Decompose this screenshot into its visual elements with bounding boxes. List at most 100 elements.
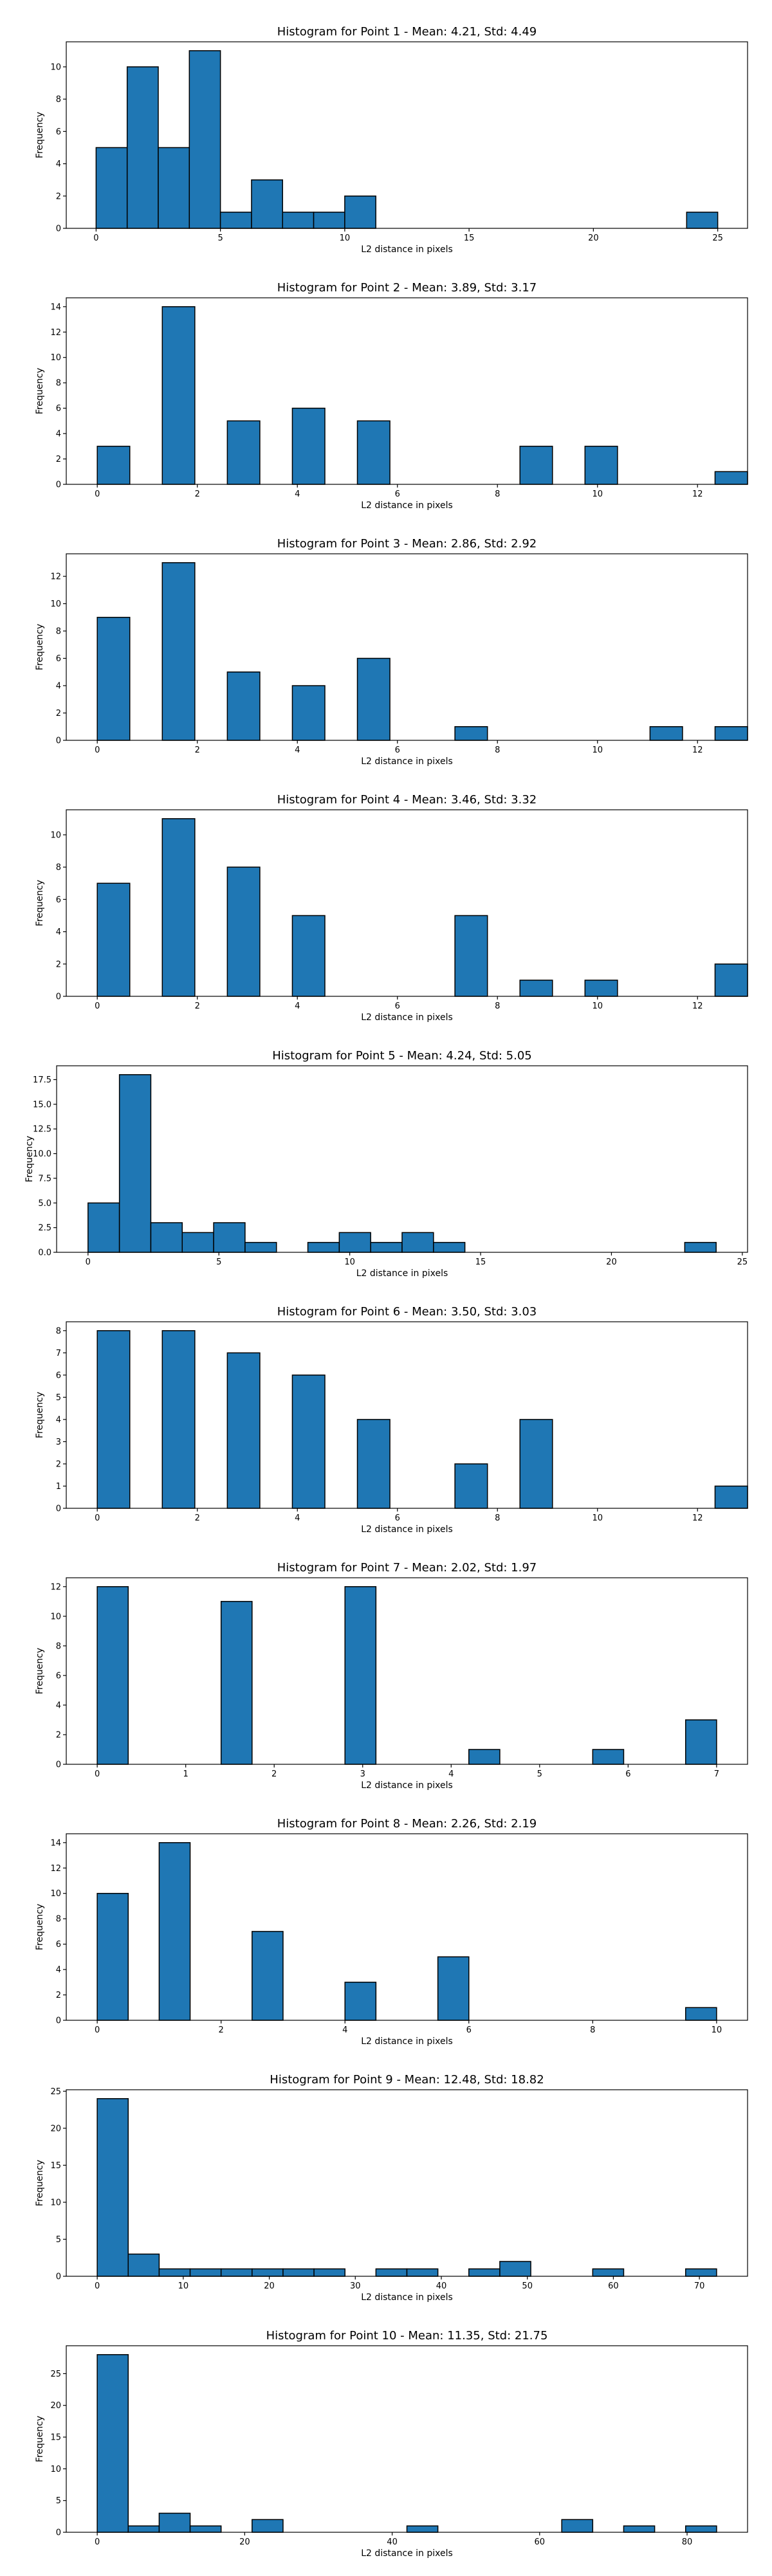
- histogram-bar: [158, 2268, 191, 2277]
- y-tick-label: 10: [50, 353, 61, 363]
- x-tick-label: 50: [522, 2281, 533, 2291]
- x-tick-label: 4: [448, 1769, 454, 1779]
- histogram-bar: [468, 1749, 501, 1765]
- x-axis-label: L2 distance in pixels: [361, 1780, 453, 1791]
- x-tick-label: 15: [464, 233, 475, 243]
- y-tick-label: 14: [50, 302, 61, 312]
- histogram-bar: [344, 1586, 377, 1765]
- histogram-bar: [189, 2525, 222, 2533]
- x-tick-label: 2: [271, 1769, 277, 1779]
- histogram-panel-7: Histogram for Point 7 - Mean: 2.02, Std:…: [35, 1561, 748, 1791]
- x-tick-label: 2: [219, 2025, 224, 2035]
- histogram-bar: [150, 1222, 183, 1253]
- histogram-bar: [252, 2268, 284, 2277]
- axes-frame: [66, 553, 748, 741]
- x-tick-label: 2: [195, 489, 200, 499]
- y-axis-label: Frequency: [35, 2160, 45, 2206]
- y-tick-label: 2: [56, 192, 61, 201]
- y-tick-label: 14: [50, 1838, 61, 1848]
- histogram-bar: [291, 915, 326, 997]
- histogram-title: Histogram for Point 4 - Mean: 3.46, Std:…: [277, 793, 537, 807]
- histogram-bar: [685, 2007, 717, 2021]
- histogram-bar: [158, 147, 190, 229]
- x-tick-label: 0: [95, 1001, 100, 1011]
- y-tick-label: 17.5: [33, 1075, 51, 1085]
- histogram-title: Histogram for Point 2 - Mean: 3.89, Std:…: [277, 281, 537, 295]
- y-tick-label: 6: [56, 127, 61, 137]
- histogram-bar: [161, 562, 196, 741]
- histogram-bar: [282, 212, 315, 229]
- y-tick-label: 1: [56, 1482, 61, 1492]
- x-tick-label: 60: [535, 2537, 546, 2547]
- histogram-bar: [344, 196, 376, 229]
- y-tick-label: 4: [56, 682, 61, 691]
- axes-frame: [66, 2089, 748, 2277]
- x-tick-label: 30: [350, 2281, 361, 2291]
- x-tick-label: 8: [495, 1001, 500, 1011]
- x-tick-label: 2: [195, 745, 200, 755]
- x-tick-label: 0: [93, 233, 98, 243]
- y-tick-label: 6: [56, 1671, 61, 1681]
- x-tick-label: 0: [95, 2281, 100, 2291]
- y-tick-label: 0.0: [38, 1248, 51, 1258]
- y-axis-label: Frequency: [35, 368, 45, 414]
- x-tick-label: 10: [592, 1513, 603, 1523]
- histogram-bar: [584, 446, 618, 485]
- histogram-bar: [220, 2268, 253, 2277]
- y-tick-label: 0: [56, 2016, 61, 2026]
- histogram-bar: [454, 1463, 488, 1509]
- histogram-bar: [158, 2512, 191, 2533]
- histogram-bar: [433, 1241, 466, 1253]
- y-tick-label: 4: [56, 1701, 61, 1710]
- y-tick-label: 12.5: [33, 1125, 51, 1135]
- x-tick-label: 5: [217, 233, 223, 243]
- x-tick-label: 0: [95, 2537, 100, 2547]
- histogram-title: Histogram for Point 8 - Mean: 2.26, Std:…: [277, 1817, 537, 1831]
- x-tick-label: 10: [344, 1257, 355, 1267]
- y-tick-label: 8: [56, 863, 61, 873]
- histogram-title: Histogram for Point 9 - Mean: 12.48, Std…: [270, 2073, 544, 2087]
- axes-frame: [66, 41, 748, 229]
- histogram-bar: [684, 1241, 717, 1253]
- y-tick-label: 8: [56, 95, 61, 105]
- histogram-bar: [454, 915, 488, 997]
- y-tick-label: 5: [56, 2496, 61, 2506]
- y-tick-label: 15: [50, 2161, 61, 2171]
- x-tick-label: 8: [495, 745, 500, 755]
- y-tick-label: 20: [50, 2124, 61, 2133]
- x-axis-label: L2 distance in pixels: [361, 244, 453, 255]
- histogram-title: Histogram for Point 6 - Mean: 3.50, Std:…: [277, 1305, 537, 1319]
- histogram-panel-9: Histogram for Point 9 - Mean: 12.48, Std…: [35, 2073, 748, 2303]
- y-tick-label: 25: [50, 2087, 61, 2097]
- histogram-bar: [244, 1241, 277, 1253]
- x-tick-label: 4: [342, 2025, 347, 2035]
- y-tick-label: 7: [56, 1349, 61, 1358]
- histogram-title: Histogram for Point 1 - Mean: 4.21, Std:…: [277, 25, 537, 39]
- y-tick-label: 12: [50, 328, 61, 338]
- x-tick-label: 6: [395, 489, 400, 499]
- y-axis-label: Frequency: [35, 1904, 45, 1950]
- x-tick-label: 40: [436, 2281, 447, 2291]
- y-tick-label: 0: [56, 2528, 61, 2538]
- histogram-bar: [226, 671, 261, 741]
- histogram-panel-5: Histogram for Point 5 - Mean: 4.24, Std:…: [24, 1049, 748, 1279]
- y-tick-label: 12: [50, 1864, 61, 1874]
- y-tick-label: 6: [56, 1371, 61, 1380]
- x-tick-label: 10: [592, 1001, 603, 1011]
- histogram-bar: [401, 1232, 434, 1253]
- y-tick-label: 7.5: [38, 1174, 51, 1183]
- x-tick-label: 70: [694, 2281, 705, 2291]
- y-tick-label: 6: [56, 895, 61, 905]
- histogram-bar: [158, 1842, 191, 2021]
- histogram-bar: [519, 1419, 553, 1509]
- histogram-bar: [437, 1956, 470, 2021]
- histogram-bar: [161, 818, 196, 997]
- x-tick-label: 12: [692, 489, 703, 499]
- y-tick-label: 15: [50, 2433, 61, 2443]
- y-axis-label: Frequency: [35, 880, 45, 926]
- x-tick-label: 5: [216, 1257, 221, 1267]
- x-tick-label: 15: [475, 1257, 486, 1267]
- histogram-bar: [282, 2268, 315, 2277]
- histogram-bar: [251, 179, 284, 229]
- x-tick-label: 8: [590, 2025, 595, 2035]
